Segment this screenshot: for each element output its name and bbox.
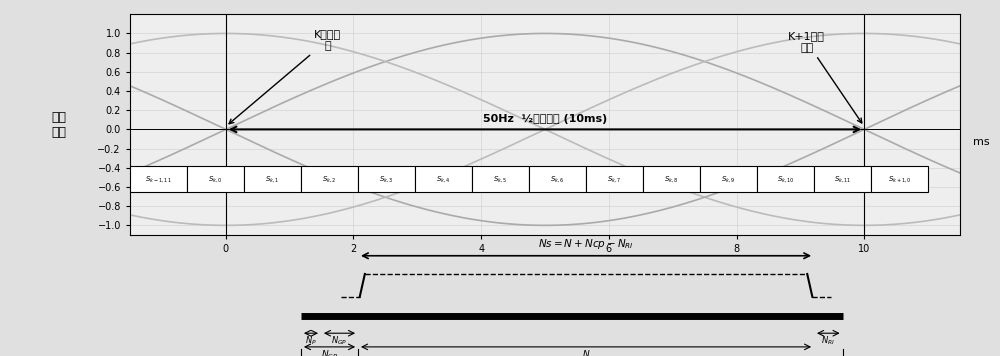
Text: $N_{CP}$: $N_{CP}$	[321, 348, 338, 356]
FancyBboxPatch shape	[187, 166, 244, 192]
Text: $S_{k,11}$: $S_{k,11}$	[834, 174, 851, 184]
FancyBboxPatch shape	[700, 166, 757, 192]
FancyBboxPatch shape	[472, 166, 529, 192]
FancyBboxPatch shape	[871, 166, 928, 192]
FancyBboxPatch shape	[529, 166, 586, 192]
Text: $N_P$: $N_P$	[305, 334, 317, 347]
FancyBboxPatch shape	[757, 166, 814, 192]
Text: $S_{k,6}$: $S_{k,6}$	[550, 174, 565, 184]
Text: ms: ms	[973, 137, 989, 147]
Text: $S_{k,0}$: $S_{k,0}$	[208, 174, 223, 184]
FancyBboxPatch shape	[301, 166, 358, 192]
Text: $N_{RI}$: $N_{RI}$	[821, 334, 835, 347]
Text: $S_{k,1}$: $S_{k,1}$	[265, 174, 280, 184]
Text: $S_{k,3}$: $S_{k,3}$	[379, 174, 394, 184]
Text: $N$: $N$	[582, 348, 590, 356]
Text: K+1个过
零点: K+1个过 零点	[788, 31, 862, 123]
Text: $S_{k,7}$: $S_{k,7}$	[607, 174, 622, 184]
FancyBboxPatch shape	[358, 166, 415, 192]
Text: $S_{k,9}$: $S_{k,9}$	[721, 174, 736, 184]
Text: $S_{k+1,0}$: $S_{k+1,0}$	[888, 174, 911, 184]
Text: $S_{k,4}$: $S_{k,4}$	[436, 174, 451, 184]
FancyBboxPatch shape	[244, 166, 301, 192]
Text: $Ns = N+Ncp-N_{RI}$: $Ns = N+Ncp-N_{RI}$	[538, 237, 634, 251]
Text: $S_{k,2}$: $S_{k,2}$	[322, 174, 337, 184]
FancyBboxPatch shape	[586, 166, 643, 192]
Text: 50Hz  ½工频周期 (10ms): 50Hz ½工频周期 (10ms)	[483, 114, 607, 124]
FancyBboxPatch shape	[130, 166, 187, 192]
Text: $S_{k-1,11}$: $S_{k-1,11}$	[145, 174, 172, 184]
FancyBboxPatch shape	[643, 166, 700, 192]
FancyBboxPatch shape	[814, 166, 871, 192]
Text: $S_{k,10}$: $S_{k,10}$	[777, 174, 794, 184]
Text: $S_{k,8}$: $S_{k,8}$	[664, 174, 679, 184]
FancyBboxPatch shape	[415, 166, 472, 192]
Text: $S_{k,5}$: $S_{k,5}$	[493, 174, 508, 184]
Text: $N_{GP}$: $N_{GP}$	[331, 334, 348, 347]
Text: K个过零
点: K个过零 点	[229, 29, 341, 124]
Y-axis label: 标准
振幅: 标准 振幅	[51, 111, 66, 138]
